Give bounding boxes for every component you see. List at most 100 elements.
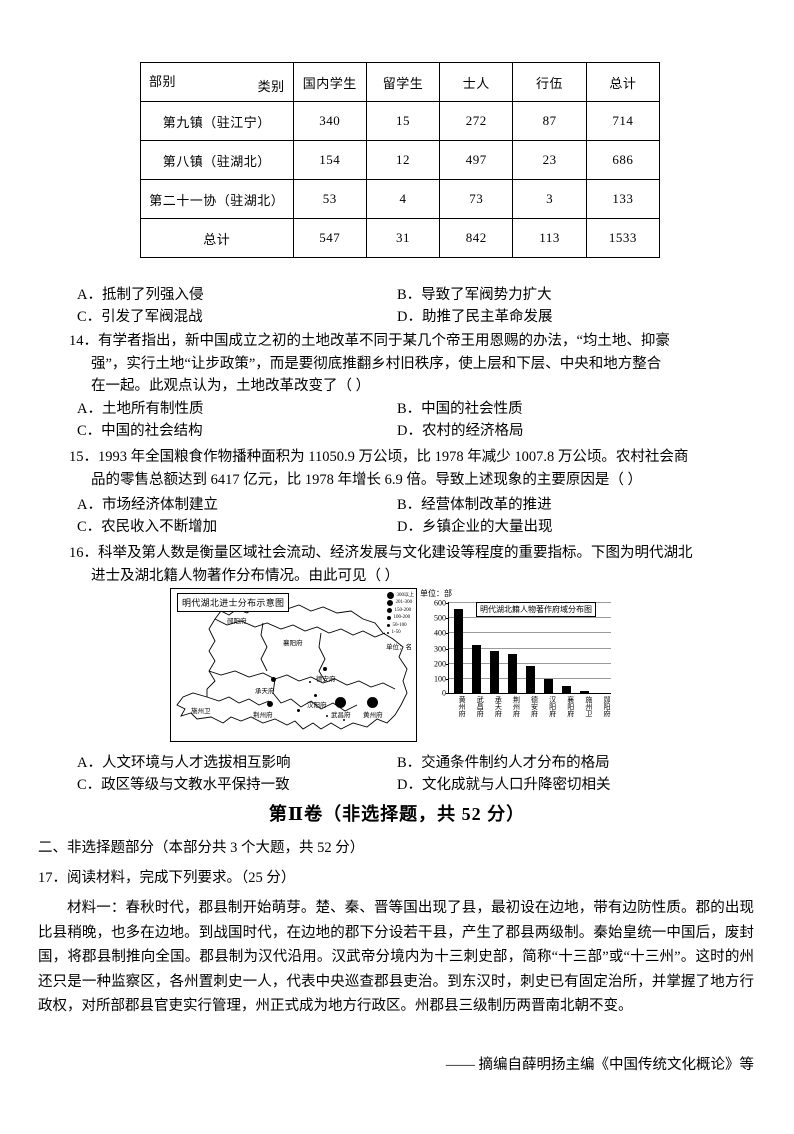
map-place-label-hanyang: 汉阳府 [307, 702, 327, 709]
q16-stem-line-1: 16．科举及第人数是衡量区域社会流动、经济发展与文化建设等程度的重要指标。下图为… [69, 545, 693, 561]
q13-option-a[interactable]: A．抵制了列强入侵 [77, 287, 204, 303]
legend-item: 50-100 [387, 622, 414, 629]
legend-label: 300以上 [396, 593, 414, 598]
q17-lead: 17．阅读材料，完成下列要求。（25 分） [38, 870, 296, 886]
table-cell: 340 [292, 101, 367, 141]
gridline-200: 200 [434, 659, 611, 668]
q16-option-b[interactable]: B．交通条件制约人才分布的格局 [397, 755, 610, 771]
table-cell: 497 [439, 140, 514, 180]
y-tick-label: 400 [434, 628, 446, 638]
legend-item: 1-50 [387, 629, 414, 636]
q14-option-c[interactable]: C．中国的社会结构 [77, 423, 203, 439]
corner-label-top: 部别 [149, 74, 177, 89]
table-header-row: 部别 类别 国内学生 留学生 士人 行伍 总计 [140, 62, 661, 102]
q14-option-b[interactable]: B．中国的社会性质 [397, 401, 523, 417]
y-tick-label: 600 [434, 598, 446, 608]
map-legend: 300以上 201-300 150-200 100-200 50-100 [387, 592, 414, 636]
military-statistics-table: 部别 类别 国内学生 留学生 士人 行伍 总计 第九镇（驻江宁） 340 15 … [140, 62, 661, 258]
hubei-jinshi-distribution-map: 明代湖北进士分布示意图 300以上 201-300 150-200 100-20… [170, 588, 417, 742]
section-2-subheading: 二、非选择题部分（本部分共 3 个大题，共 52 分） [38, 840, 365, 856]
q16-option-c[interactable]: C．政区等级与文教水平保持一致 [77, 777, 290, 793]
table-row: 第二十一协（驻湖北） 53 4 73 3 133 [140, 179, 661, 219]
table-cell: 133 [585, 179, 661, 219]
column-header: 总计 [585, 62, 661, 102]
chart-unit-label: 单位：部 [420, 589, 452, 598]
x-tick-label: 黄州府 [458, 696, 467, 717]
q13-option-d[interactable]: D．助推了民主革命发展 [397, 309, 553, 325]
y-tick-label: 200 [434, 659, 446, 669]
bar [543, 679, 553, 693]
bar-slot [557, 602, 575, 693]
bar [453, 608, 463, 693]
bar [471, 645, 481, 693]
table-cell: 113 [512, 218, 587, 258]
column-header: 国内学生 [292, 62, 367, 102]
chart-x-axis-labels: 黄州府 武昌府 承天府 荆州府 德安府 汉阳府 襄阳府 施州卫 郧阳府 [448, 696, 611, 717]
bar-slot [521, 602, 539, 693]
hubei-province-outline [176, 604, 408, 730]
bar-slot [575, 602, 593, 693]
q14-option-a[interactable]: A．土地所有制性质 [77, 401, 204, 417]
q15-option-d[interactable]: D．乡镇企业的大量出现 [397, 519, 553, 535]
x-tick-label: 承天府 [494, 696, 503, 717]
x-tick-label: 襄阳府 [566, 696, 575, 717]
column-header: 行伍 [512, 62, 587, 102]
q16-stem-line-2: 进士及湖北籍人物著作分布情况。由此可见（ ） [91, 567, 400, 584]
table-cell: 4 [365, 179, 441, 219]
table-row: 第九镇（驻江宁） 340 15 272 87 714 [140, 101, 661, 141]
bar-slot [485, 602, 503, 693]
q15-stem-line-1: 15．1993 年全国粮食作物播种面积为 11050.9 万公顷，比 1978 … [69, 449, 689, 465]
material-body: 春秋时代，郡县制开始萌芽。楚、秦、晋等国出现了县，最初设在边地，带有边防性质。郡… [38, 900, 755, 1014]
map-dot-wuchang [335, 697, 346, 708]
table-cell: 1533 [585, 218, 661, 258]
x-tick-label: 荆州府 [512, 696, 521, 717]
map-place-label-jingzhou: 荆州府 [253, 712, 273, 719]
q14-option-d[interactable]: D．农村的经济格局 [397, 423, 524, 439]
q15-option-c[interactable]: C．农民收入不断增加 [77, 519, 218, 535]
table-cell: 686 [585, 140, 661, 180]
material-label: 材料一： [67, 900, 126, 916]
q15-option-b[interactable]: B．经营体制改革的推进 [397, 497, 552, 513]
q16-option-d[interactable]: D．文化成就与人口升降密切相关 [397, 777, 611, 793]
q13-option-c[interactable]: C．引发了军阀混战 [77, 309, 203, 325]
map-place-label-chengtian: 承天府 [255, 688, 275, 695]
legend-item: 100-200 [387, 614, 414, 621]
bar [507, 654, 517, 693]
x-tick-label: 德安府 [530, 696, 539, 717]
map-dot-huangzhou [367, 697, 378, 708]
map-place-label-xiangyang: 襄阳府 [283, 640, 303, 647]
map-place-label-huangzhou: 黄州府 [363, 712, 383, 719]
row-label: 第九镇（驻江宁） [140, 101, 294, 141]
table-cell: 12 [365, 140, 441, 180]
q15-option-a[interactable]: A．市场经济体制建立 [77, 497, 218, 513]
x-tick-label: 施州卫 [584, 696, 593, 717]
bar-slot [539, 602, 557, 693]
table-cell: 15 [365, 101, 441, 141]
material-source: —— 摘编自薛明扬主编《中国传统文化概论》等 [445, 1057, 754, 1073]
table-cell: 53 [292, 179, 367, 219]
q14-stem-line-2: 强”，实行土地“让步政策”，而是要彻底推翻乡村旧秩序，使上层和下层、中央和地方整… [91, 355, 662, 372]
hubei-works-bar-chart: 单位：部 600 500 400 300 200 [418, 588, 620, 748]
section-2-heading: 第Ⅱ卷（非选择题，共 52 分） [268, 804, 526, 824]
gridline-500: 500 [434, 614, 611, 623]
table-total-row: 总计 547 31 842 113 1533 [140, 218, 661, 258]
q16-option-a[interactable]: A．人文环境与人才选拔相互影响 [77, 755, 291, 771]
map-place-label-yunyang: 郧阳府 [227, 618, 247, 625]
chart-plot-area: 600 500 400 300 200 100 0 [434, 599, 611, 698]
row-label: 总计 [140, 218, 294, 258]
chart-bars [449, 602, 611, 693]
table-cell: 714 [585, 101, 661, 141]
map-title: 明代湖北进士分布示意图 [177, 593, 290, 612]
table-cell: 154 [292, 140, 367, 180]
y-tick-label: 100 [434, 674, 446, 684]
q13-option-b[interactable]: B．导致了军阀势力扩大 [397, 287, 552, 303]
legend-dot-icon [387, 631, 390, 634]
table-cell: 3 [512, 179, 587, 219]
gridline-400: 400 [434, 629, 611, 638]
bar [489, 651, 499, 693]
map-dot-chengtian [271, 677, 276, 682]
map-unit-label: 单位：名 [386, 644, 412, 651]
q17-material-one: 材料一：春秋时代，郡县制开始萌芽。楚、秦、晋等国出现了县，最初设在边地，带有边防… [38, 896, 754, 1019]
row-label: 第二十一协（驻湖北） [140, 179, 294, 219]
